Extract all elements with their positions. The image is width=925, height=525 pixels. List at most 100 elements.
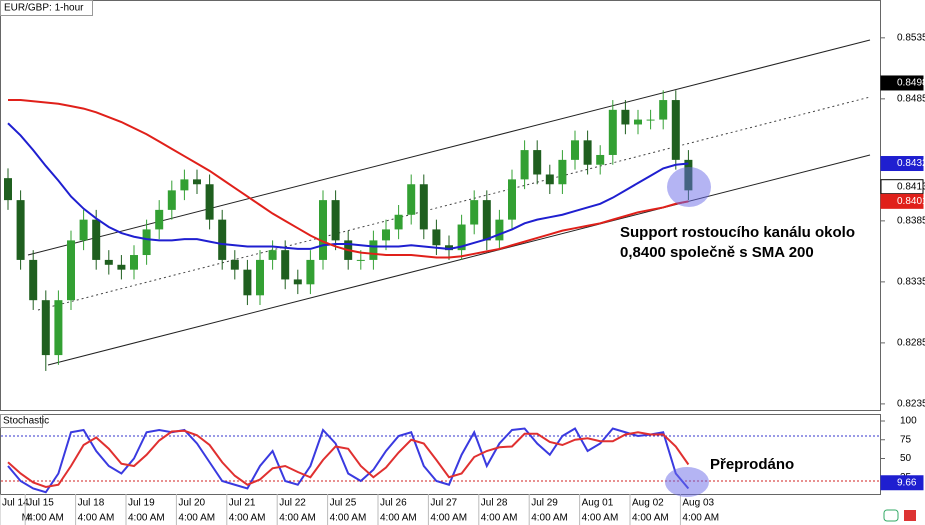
x-tick-label: Jul 26 (380, 498, 407, 509)
candle-body (41, 300, 50, 356)
candle-body (583, 140, 592, 165)
price-tag (880, 179, 924, 195)
y-tick-label: 0.8535 (897, 32, 925, 43)
price-tag-label: 0.8432 (897, 158, 925, 169)
candle-body (596, 154, 605, 165)
x-tick-label: Jul 28 (481, 498, 508, 509)
y-tick-label: 50 (900, 453, 912, 464)
price-tag (880, 193, 924, 209)
x-time-label: 4:00 AM (531, 513, 568, 524)
candle-body (130, 255, 138, 270)
x-tick-label: Jul 14 (2, 498, 29, 509)
candle-body (432, 229, 441, 246)
osc-title-box (0, 414, 43, 428)
x-tick-label: Jul 19 (128, 498, 155, 509)
price-tag (880, 156, 924, 172)
channel-upper (27, 39, 871, 256)
annotation: Přeprodáno (710, 456, 794, 473)
highlight-circle (667, 167, 711, 207)
candle-body (533, 150, 542, 175)
x-time-label: 4:00 AM (682, 513, 719, 524)
price-tag-label: 0.8401 (897, 196, 925, 207)
x-tick-label: Jul 18 (78, 498, 105, 509)
candle-body (571, 140, 579, 160)
candle-body (180, 179, 189, 191)
x-time-label: M (22, 513, 30, 524)
x-time-label: 4:00 AM (178, 513, 215, 524)
candle-body (621, 109, 630, 125)
candle-body (394, 214, 403, 230)
sma-line (8, 99, 689, 259)
y-tick-label: 100 (900, 416, 917, 427)
candle-body (382, 229, 390, 241)
candle-body (306, 259, 315, 285)
candle-body (16, 200, 25, 260)
icon[interactable] (904, 510, 916, 521)
candle-body (470, 200, 479, 225)
stoch-line (7, 427, 690, 494)
chart-title: EUR/GBP: 1-hour (4, 3, 84, 14)
icon[interactable] (883, 509, 899, 522)
candle-body (659, 100, 668, 120)
x-time-label: 4:00 AM (78, 513, 115, 524)
candle-body (634, 119, 642, 125)
title-box (0, 0, 93, 16)
channel (27, 39, 871, 366)
candle-body (167, 190, 176, 210)
candle-body (495, 219, 504, 241)
stoch-line (7, 429, 690, 489)
y-tick-label: 0.8385 (897, 216, 925, 227)
x-time-label: 4:00 AM (330, 513, 367, 524)
price-panel (0, 0, 881, 411)
annotation: 0,8400 společně s SMA 200 (620, 244, 814, 261)
candle-body (520, 150, 529, 180)
x-tick-label: Jul 29 (531, 498, 558, 509)
x-time-label: 4:00 AM (128, 513, 165, 524)
candle-body (256, 259, 264, 296)
price-tag (880, 75, 924, 91)
x-time-label: 4:00 AM (430, 513, 467, 524)
candle-body (117, 264, 126, 270)
x-tick-label: Jul 27 (430, 498, 457, 509)
candle-body (457, 224, 466, 251)
candle-body (646, 119, 655, 121)
candle-body (205, 184, 214, 220)
candle-body (482, 200, 491, 241)
price-tag-label: 0.8413 (897, 181, 925, 192)
candle-body (193, 179, 201, 185)
price-tag-label: 0.8498 (897, 78, 925, 89)
x-time-label: 4:00 AM (229, 513, 266, 524)
x-tick-label: Jul 22 (279, 498, 306, 509)
candle-body (79, 219, 88, 241)
y-tick-label: 0.8485 (897, 93, 925, 104)
x-tick-label: Aug 02 (632, 498, 664, 509)
x-tick-label: Jul 20 (178, 498, 205, 509)
candle-body (508, 179, 516, 220)
candle-body (29, 259, 38, 301)
channel-lower (47, 154, 871, 366)
candle-body (356, 259, 365, 261)
candle-body (369, 240, 378, 260)
candle-body (545, 174, 554, 185)
x-time-label: 4:00 AM (481, 513, 518, 524)
x-time-label: 4:00 AM (632, 513, 669, 524)
candle-body (331, 200, 340, 241)
candle-body (155, 209, 164, 230)
candle-body (243, 269, 252, 296)
candle-body (104, 259, 113, 265)
candle-body (608, 109, 617, 155)
channel-mid (37, 96, 871, 311)
candle-body (268, 250, 277, 260)
candle-body (54, 300, 63, 356)
y-tick-label: 0.8335 (897, 277, 925, 288)
x-tick-label: Jul 15 (27, 498, 54, 509)
candle-body (558, 159, 567, 185)
candle-body (281, 250, 290, 280)
price-tag (880, 475, 924, 491)
price-tag-label: 9.66 (897, 477, 917, 488)
y-tick-label: 0.8235 (897, 399, 925, 410)
x-time-label: 4:00 AM (380, 513, 417, 524)
x-tick-label: Jul 25 (330, 498, 357, 509)
candle-body (671, 100, 680, 160)
candle-body (293, 279, 302, 285)
